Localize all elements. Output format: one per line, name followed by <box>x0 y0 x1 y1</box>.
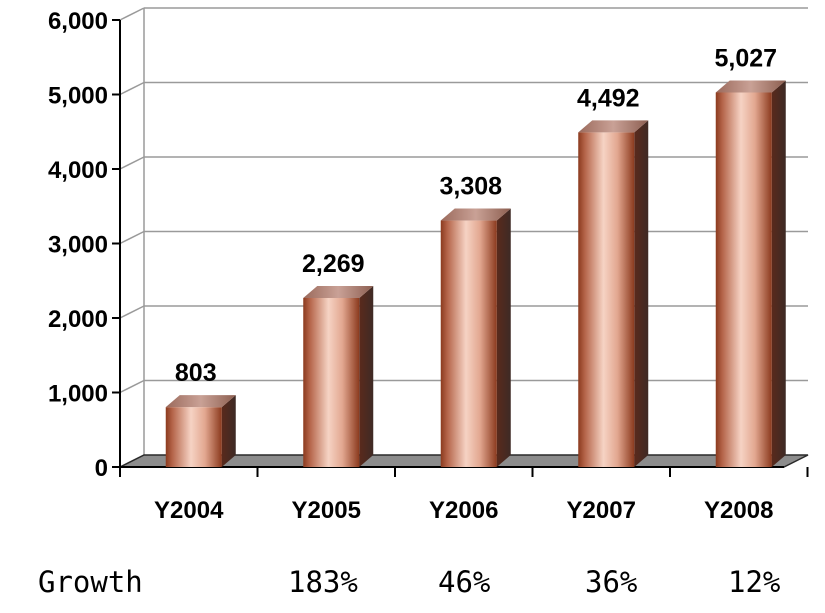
bar-front <box>165 407 222 467</box>
bar-side <box>634 120 649 467</box>
y-tick-label: 1,000 <box>48 381 108 408</box>
y-tick-label: 3,000 <box>48 232 108 259</box>
gridline-diagonal <box>119 305 145 319</box>
bars <box>165 80 786 468</box>
y-tick-label: 2,000 <box>48 306 108 333</box>
y-tick-label: 6,000 <box>48 8 108 35</box>
bar-y2008 <box>715 80 786 468</box>
bar-top <box>165 395 236 408</box>
bar-top <box>440 208 511 221</box>
data-label-y2008: 5,027 <box>714 44 777 72</box>
data-label-y2007: 4,492 <box>577 84 640 112</box>
bar-front <box>440 220 497 467</box>
x-tick-label-y2004: Y2004 <box>154 497 224 524</box>
y-tick-label: 0 <box>95 455 108 482</box>
axes <box>112 19 809 477</box>
growth-value-y2005: 183% <box>288 565 358 599</box>
x-tick-label-y2008: Y2008 <box>704 497 773 524</box>
bar-top <box>303 285 374 298</box>
gridline-diagonal <box>119 156 145 170</box>
bar-front <box>303 297 360 467</box>
bar-y2007 <box>578 120 649 467</box>
gridline-diagonal <box>119 7 145 21</box>
bar-side <box>221 395 236 467</box>
x-tick-label-y2007: Y2007 <box>567 497 636 524</box>
bar-y2004 <box>165 395 236 467</box>
bar-top <box>715 80 786 93</box>
data-label-y2004: 803 <box>175 359 217 387</box>
growth-value-y2006: 46% <box>438 565 491 599</box>
growth-value-y2007: 36% <box>585 565 638 599</box>
bar-front <box>715 92 772 468</box>
growth-label: Growth <box>38 565 143 599</box>
gridline-diagonal <box>119 379 145 394</box>
x-tick-label-y2005: Y2005 <box>292 497 361 524</box>
bar-chart: 0 1,000 2,000 3,000 4,000 5,000 6,000 803 Y2004 2… <box>48 7 809 524</box>
gridline-diagonal <box>119 230 145 245</box>
bar-y2005 <box>303 285 374 467</box>
labels: 0 1,000 2,000 3,000 4,000 5,000 6,000 803 Y2004 2… <box>48 8 777 524</box>
bar-front <box>578 132 635 467</box>
x-tick-label-y2006: Y2006 <box>429 497 498 524</box>
gridline-diagonal <box>119 81 145 96</box>
growth-value-y2008: 12% <box>728 565 781 599</box>
data-label-y2006: 3,308 <box>439 173 502 201</box>
bar-y2006 <box>440 208 511 467</box>
y-tick-label: 5,000 <box>48 83 108 110</box>
bar-top <box>578 120 649 133</box>
y-tick-label: 4,000 <box>48 157 108 184</box>
bar-side <box>359 285 374 467</box>
growth-row: Growth 183% 46% 36% 12% <box>0 565 825 613</box>
bar-side <box>496 208 511 467</box>
bar-side <box>771 80 786 468</box>
data-label-y2005: 2,269 <box>302 250 365 278</box>
